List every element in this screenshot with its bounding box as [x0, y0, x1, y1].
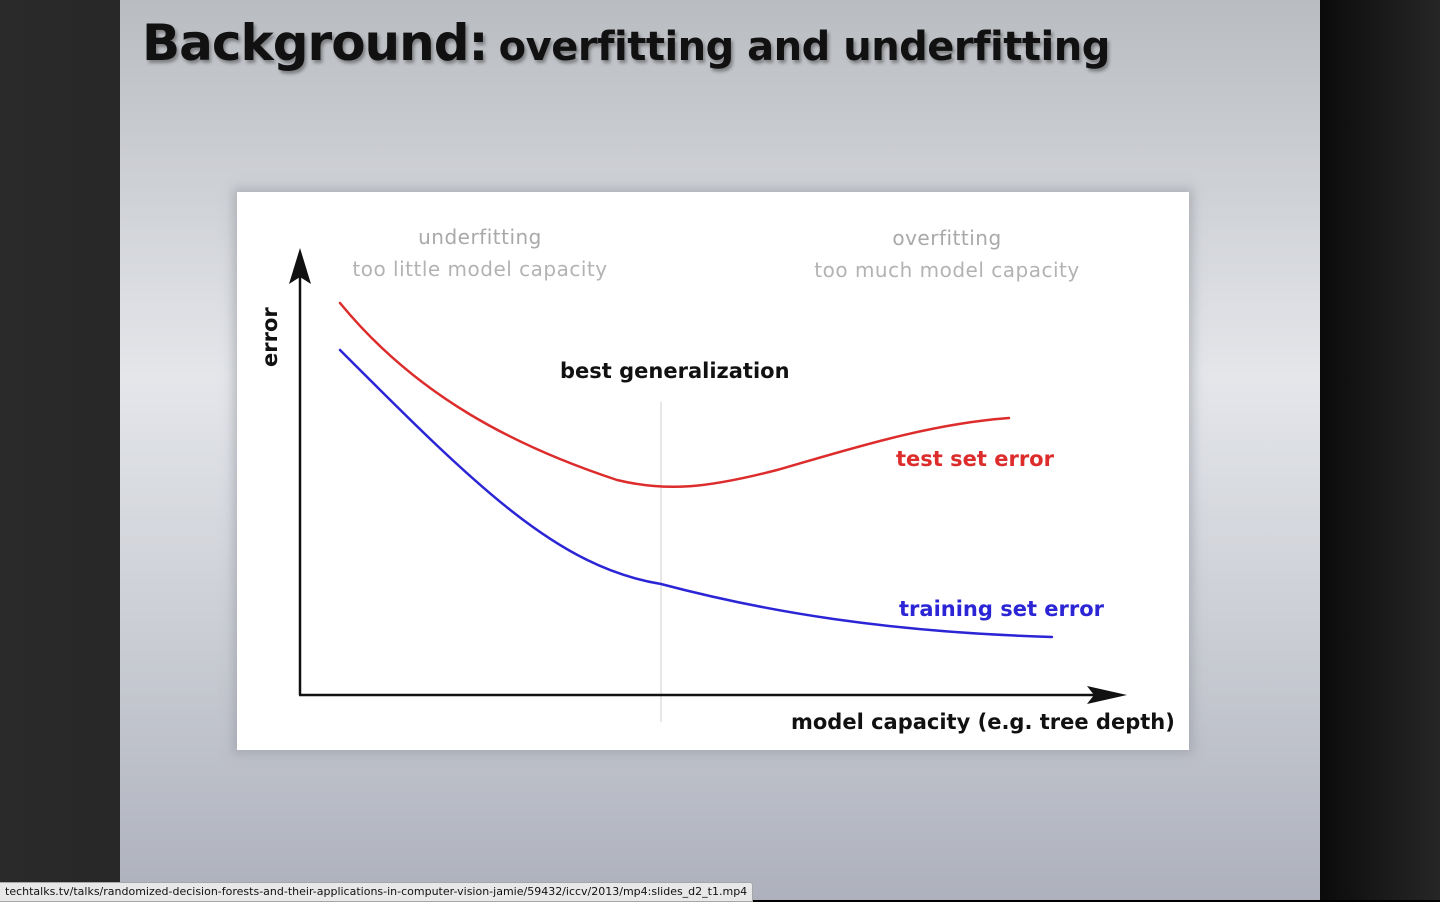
status-bar-url: techtalks.tv/talks/randomized-decision-f…	[0, 882, 754, 902]
slide-title-lead: Background:	[142, 14, 489, 72]
video-player-right-margin	[1320, 0, 1440, 900]
x-axis-arrowhead	[1087, 686, 1127, 704]
training-error-curve	[338, 348, 1054, 639]
y-axis-arrowhead	[289, 248, 311, 284]
figure-panel: underfitting too little model capacity o…	[237, 192, 1189, 750]
presentation-slide: Background: overfitting and underfitting…	[120, 0, 1320, 900]
x-axis-label: model capacity (e.g. tree depth)	[791, 710, 1175, 734]
overfitting-label: overfitting	[892, 226, 1002, 250]
y-axis-label: error	[258, 307, 282, 367]
overfitting-diagram	[289, 248, 1127, 722]
training-set-error-label: training set error	[899, 597, 1105, 621]
overfitting-subtitle: too much model capacity	[814, 258, 1080, 282]
underfitting-label: underfitting	[418, 225, 542, 249]
slide-title-rest: overfitting and underfitting	[498, 24, 1111, 70]
test-error-curve	[338, 301, 1011, 489]
best-generalization-label: best generalization	[560, 359, 790, 383]
slide-title: Background: overfitting and underfitting	[142, 14, 1110, 72]
test-set-error-label: test set error	[896, 447, 1054, 471]
underfitting-subtitle: too little model capacity	[352, 257, 608, 281]
